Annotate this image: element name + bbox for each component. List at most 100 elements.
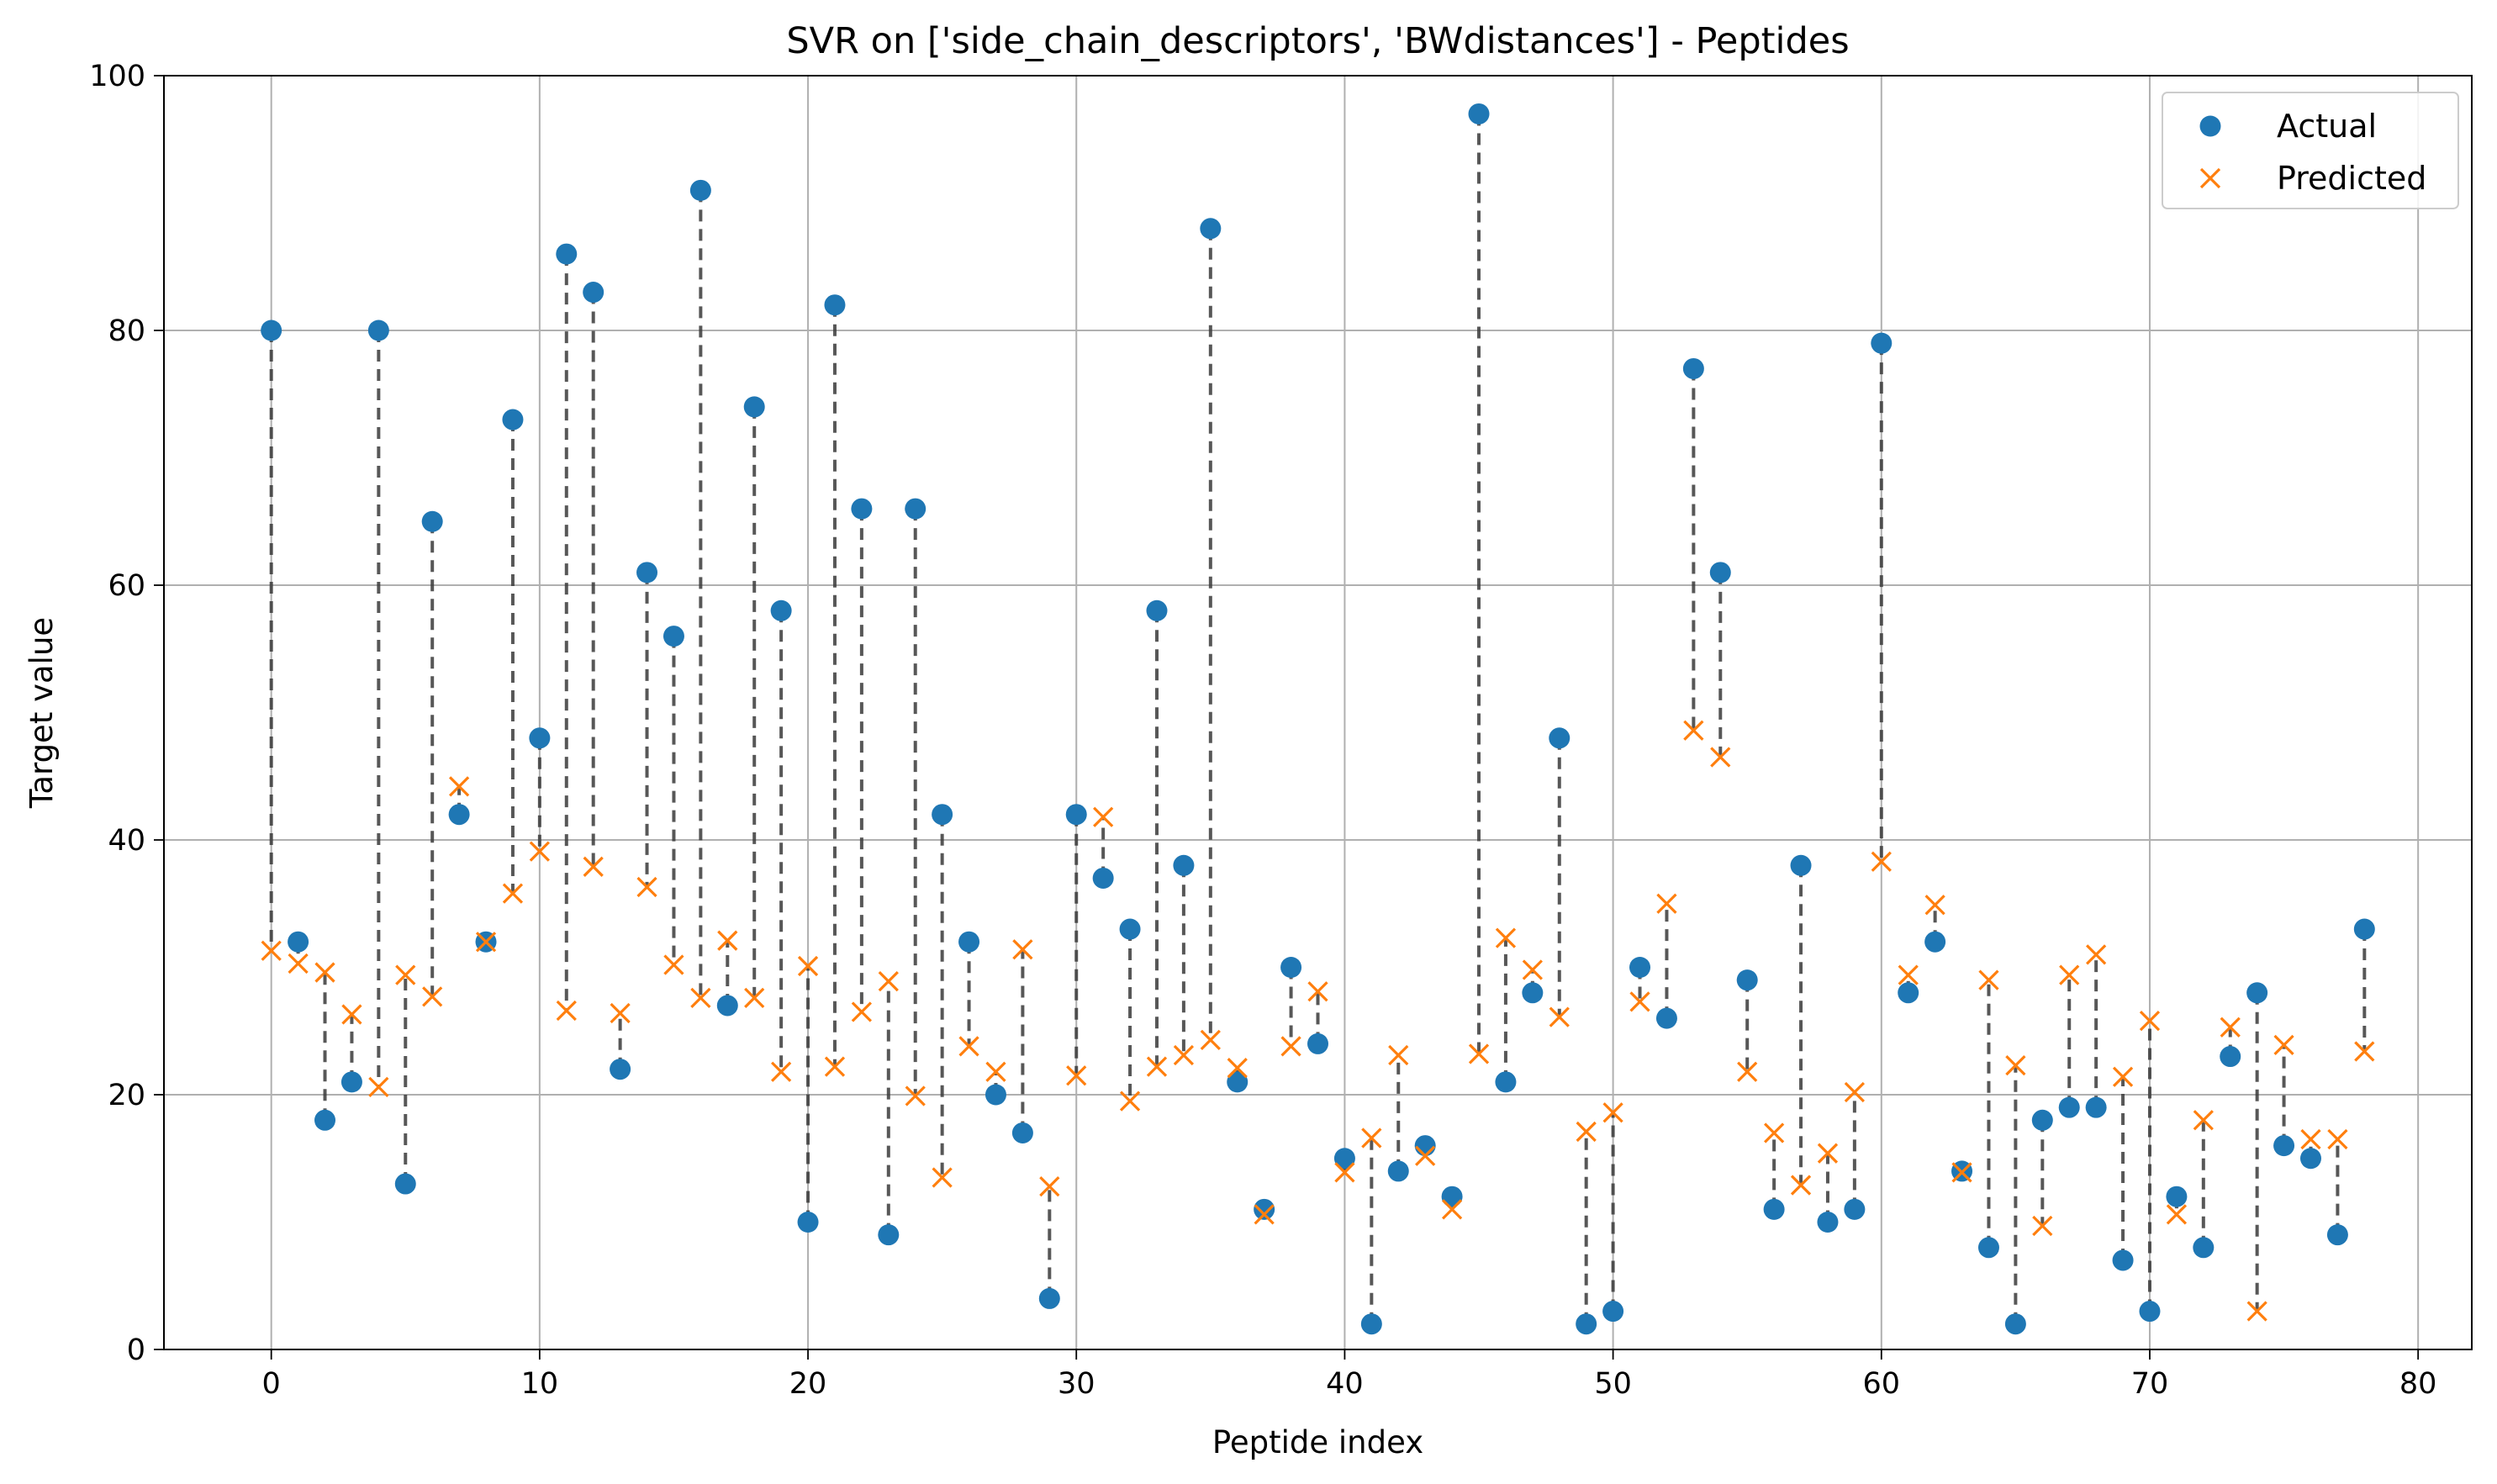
x-marker-stroke: [1978, 969, 1999, 990]
x-marker-stroke: [1334, 1162, 1355, 1183]
x-marker-stroke: [556, 1000, 577, 1022]
predicted-point: [1951, 1162, 1972, 1183]
actual-point: [1844, 1198, 1866, 1220]
x-marker-stroke: [610, 1002, 631, 1024]
x-marker-stroke: [636, 876, 657, 898]
predicted-point: [1227, 1058, 1248, 1079]
x-marker-stroke: [1656, 893, 1677, 914]
y-axis-label: Target value: [24, 617, 60, 809]
x-marker-stroke: [1602, 1102, 1623, 1123]
actual-point: [878, 1224, 900, 1246]
predicted-point: [636, 876, 657, 898]
predicted-point: [878, 971, 899, 992]
x-marker-stroke: [2220, 1017, 2241, 1038]
x-marker-stroke: [797, 955, 819, 977]
predicted-point: [1978, 969, 1999, 990]
x-marker-stroke: [2166, 1204, 2188, 1225]
x-marker-stroke: [529, 841, 550, 862]
actual-point: [1119, 918, 1141, 940]
actual-point: [716, 995, 738, 1017]
actual-point: [2326, 1224, 2348, 1246]
predicted-point: [797, 955, 819, 977]
x-marker-stroke: [314, 962, 335, 983]
predicted-point: [1656, 893, 1677, 914]
y-tick-label: 60: [108, 569, 145, 603]
y-tick-label: 100: [89, 60, 145, 93]
residual-lines: [269, 114, 2367, 1324]
predicted-point: [1280, 1036, 1301, 1057]
predicted-point: [1200, 1029, 1221, 1050]
x-marker-stroke: [448, 776, 470, 797]
actual-point: [2166, 1186, 2188, 1207]
actual-point: [1200, 218, 1222, 240]
x-marker-stroke: [717, 930, 738, 951]
predicted-point: [1549, 1006, 1570, 1027]
chart-title: SVR on ['side_chain_descriptors', 'BWdis…: [786, 20, 1849, 62]
predicted-point: [824, 1056, 846, 1077]
actual-point: [2353, 918, 2375, 940]
actual-point: [1441, 1186, 1463, 1207]
y-tick-label: 20: [108, 1079, 145, 1112]
x-marker-stroke: [1280, 1036, 1301, 1057]
actual-point: [958, 931, 980, 953]
actual-point: [1898, 982, 1919, 1004]
predicted-point: [475, 932, 497, 953]
predicted-point: [1710, 747, 1731, 768]
actual-point: [1387, 1160, 1409, 1182]
predicted-point: [2327, 1128, 2348, 1150]
predicted-point: [1737, 1061, 1758, 1082]
x-marker-stroke: [1066, 1065, 1087, 1086]
actual-point: [2058, 1096, 2080, 1118]
actual-point: [1011, 1122, 1033, 1143]
x-marker-stroke: [1763, 1122, 1785, 1143]
predicted-point: [2112, 1066, 2134, 1087]
actual-point: [1549, 727, 1571, 749]
x-marker-stroke: [2273, 1034, 2294, 1056]
x-marker-stroke: [2005, 1055, 2026, 1076]
predicted-point: [2220, 1017, 2241, 1038]
predicted-point: [1629, 991, 1650, 1012]
legend-predicted-label: Predicted: [2277, 160, 2426, 197]
x-marker-stroke: [2354, 1041, 2375, 1062]
predicted-series: [261, 720, 2375, 1322]
actual-point: [770, 599, 792, 621]
actual-point: [2220, 1046, 2241, 1068]
predicted-point: [2300, 1128, 2321, 1150]
actual-point: [448, 804, 470, 826]
legend-box: [2162, 92, 2459, 209]
actual-point: [2299, 1148, 2321, 1170]
x-marker-stroke: [932, 1167, 953, 1188]
predicted-point: [690, 987, 711, 1008]
actual-point: [610, 1059, 631, 1080]
x-marker-stroke: [261, 940, 282, 961]
actual-point: [743, 396, 765, 418]
actual-point: [1763, 1198, 1785, 1220]
x-marker-stroke: [1898, 964, 1919, 985]
predicted-point: [314, 962, 335, 983]
predicted-point: [1361, 1128, 1382, 1149]
actual-point: [314, 1109, 336, 1131]
x-marker-stroke: [690, 987, 711, 1008]
actual-point: [2031, 1109, 2053, 1131]
actual-point: [2193, 1237, 2215, 1259]
predicted-point: [583, 856, 604, 877]
actual-point: [932, 804, 953, 826]
x-tick-label: 60: [1863, 1367, 1901, 1401]
actual-point: [1414, 1135, 1436, 1157]
x-marker-stroke: [1951, 1162, 1972, 1183]
predicted-point: [1924, 895, 1945, 916]
actual-point: [502, 409, 524, 430]
actual-point: [421, 510, 443, 532]
predicted-point: [341, 1004, 362, 1025]
predicted-point: [448, 776, 470, 797]
x-marker-stroke: [851, 1001, 873, 1022]
x-marker-stroke: [2059, 964, 2080, 985]
predicted-point: [2005, 1055, 2026, 1076]
actual-point: [1790, 854, 1812, 876]
x-marker-stroke: [422, 986, 443, 1007]
predicted-point: [2032, 1215, 2053, 1237]
actual-point: [1655, 1007, 1677, 1029]
x-tick-label: 40: [1326, 1367, 1364, 1401]
x-marker-stroke: [2246, 1301, 2267, 1322]
actual-point: [1333, 1148, 1355, 1170]
